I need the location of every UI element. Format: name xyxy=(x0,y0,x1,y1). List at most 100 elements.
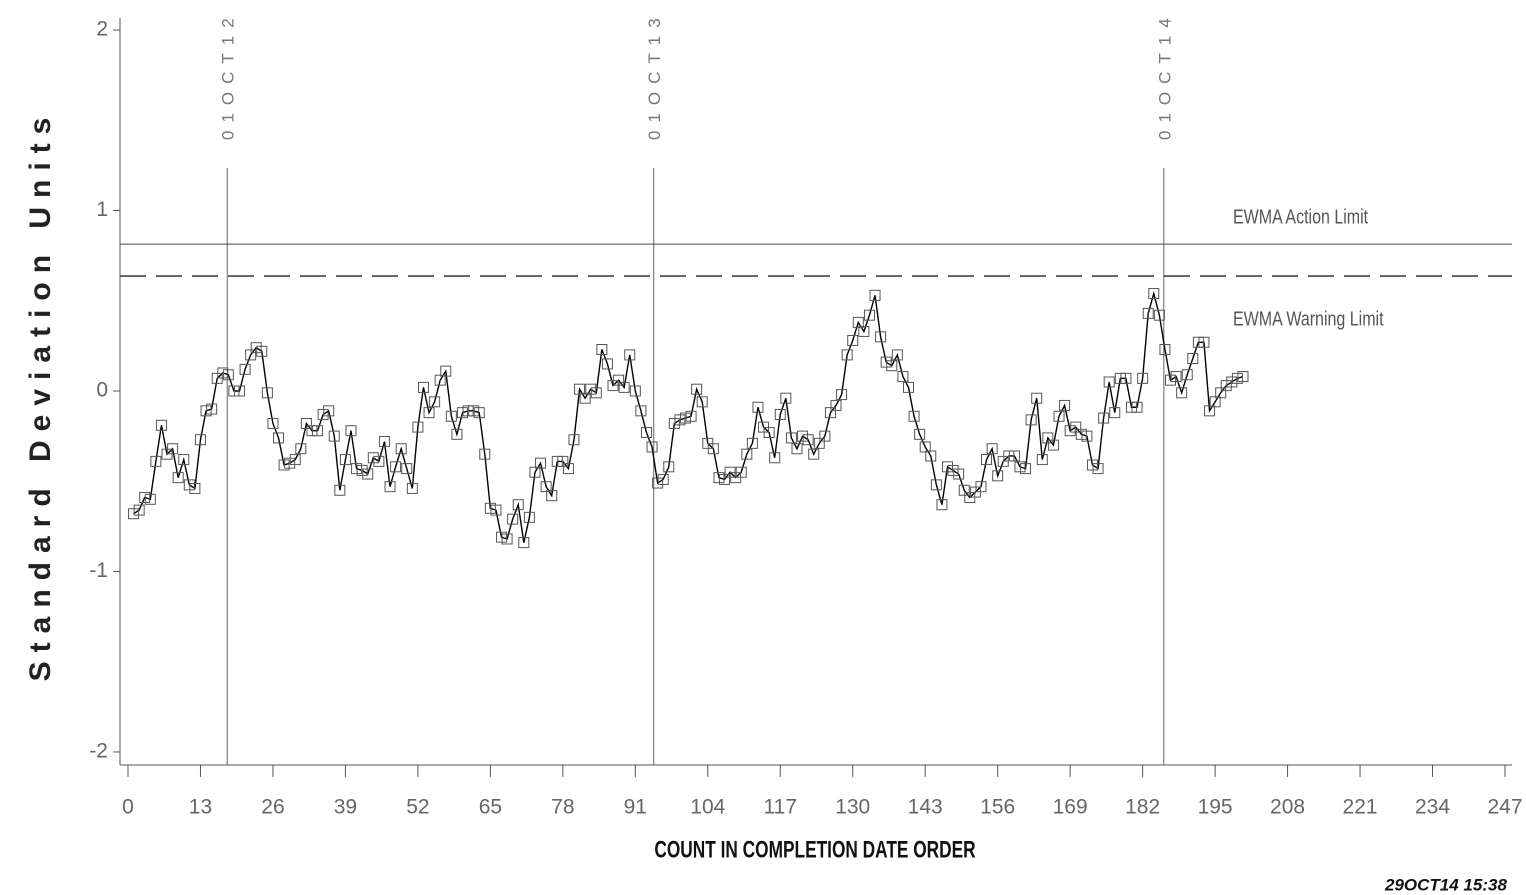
ewma-marker xyxy=(930,479,942,491)
ewma-marker xyxy=(150,455,162,467)
ewma-marker xyxy=(417,381,429,393)
ewma-marker xyxy=(1148,288,1160,300)
ewma-marker xyxy=(1231,372,1243,384)
ewma-marker xyxy=(813,437,825,449)
ewma-marker xyxy=(975,481,987,493)
ewma-marker xyxy=(663,461,675,473)
ewma-marker xyxy=(1209,396,1221,408)
ewma-marker xyxy=(1047,439,1059,451)
x-tick-label: 182 xyxy=(1125,796,1160,819)
ewma-marker xyxy=(1081,430,1093,442)
ewma-marker xyxy=(819,430,831,442)
ewma-marker xyxy=(1170,371,1182,383)
ewma-marker xyxy=(261,387,273,399)
footer-stamp: 29OCT14 15:38 xyxy=(1384,875,1507,894)
ewma-marker xyxy=(535,457,547,469)
ewma-marker xyxy=(858,325,870,337)
ewma-marker xyxy=(875,331,887,343)
ewma-marker xyxy=(317,408,329,420)
ewma-marker xyxy=(1237,371,1249,383)
ewma-marker xyxy=(295,443,307,455)
ewma-marker xyxy=(1220,380,1232,392)
ewma-marker xyxy=(562,463,574,475)
x-tick-label: 117 xyxy=(764,796,797,819)
ewma-marker xyxy=(300,417,312,429)
ewma-line xyxy=(133,290,1244,543)
ewma-marker xyxy=(590,387,602,399)
ewma-marker xyxy=(579,392,591,404)
ewma-marker xyxy=(128,508,140,520)
ewma-marker xyxy=(1103,376,1115,388)
ewma-marker xyxy=(440,365,452,377)
ewma-marker xyxy=(222,369,234,381)
ewma-marker xyxy=(233,385,245,397)
ewma-marker xyxy=(1086,459,1098,471)
ewma-marker xyxy=(897,371,909,383)
ewma-marker xyxy=(618,381,630,393)
ewma-marker xyxy=(763,427,775,439)
ewma-marker xyxy=(245,349,257,361)
x-tick-label: 156 xyxy=(980,796,1015,819)
limit-label: EWMA Warning Limit xyxy=(1233,308,1384,330)
ewma-marker xyxy=(406,482,418,494)
ewma-marker xyxy=(1176,387,1188,399)
ewma-marker xyxy=(808,448,820,460)
ewma-marker xyxy=(942,461,954,473)
ewma-marker xyxy=(1075,428,1087,440)
ewma-marker xyxy=(1181,369,1193,381)
ewma-marker xyxy=(797,430,809,442)
ewma-marker xyxy=(707,443,719,455)
ewma-marker xyxy=(1014,461,1026,473)
ewma-marker xyxy=(574,383,586,395)
ewma-marker xyxy=(473,407,485,419)
ewma-marker xyxy=(445,410,457,422)
ewma-marker xyxy=(518,537,530,549)
ewma-marker xyxy=(1064,425,1076,437)
ewma-marker xyxy=(746,437,758,449)
ewma-marker xyxy=(529,466,541,478)
ewma-marker xyxy=(167,443,179,455)
ewma-marker xyxy=(334,484,346,496)
ewma-marker xyxy=(735,466,747,478)
ewma-marker xyxy=(351,463,363,475)
ewma-marker xyxy=(284,457,296,469)
ewma-marker xyxy=(1042,432,1054,444)
ewma-marker xyxy=(200,405,212,417)
ewma-marker xyxy=(183,479,195,491)
ewma-marker xyxy=(339,454,351,466)
ewma-marker xyxy=(852,316,864,328)
y-tick-label: -1 xyxy=(89,559,108,582)
ewma-marker xyxy=(328,430,340,442)
ewma-marker xyxy=(250,342,262,354)
ewma-marker xyxy=(880,356,892,368)
ewma-marker xyxy=(267,417,279,429)
ewma-marker xyxy=(1159,343,1171,355)
ewma-marker xyxy=(172,472,184,484)
ewma-marker xyxy=(691,383,703,395)
ewma-marker xyxy=(992,470,1004,482)
x-tick-label: 13 xyxy=(189,796,212,819)
x-axis-title: COUNT IN COMPLETION DATE ORDER xyxy=(654,837,975,863)
ewma-marker xyxy=(824,407,836,419)
ewma-marker xyxy=(496,531,508,543)
ewma-marker xyxy=(378,436,390,448)
ewma-marker xyxy=(1187,353,1199,365)
ewma-marker xyxy=(847,334,859,346)
ewma-marker xyxy=(384,481,396,493)
x-tick-label: 26 xyxy=(261,796,284,819)
x-tick-label: 104 xyxy=(690,796,725,819)
ewma-marker xyxy=(1008,450,1020,462)
ewma-marker xyxy=(468,405,480,417)
ewma-marker xyxy=(914,428,926,440)
ewma-marker xyxy=(741,448,753,460)
ewma-marker xyxy=(356,464,368,476)
x-tick-label: 0 xyxy=(122,796,134,819)
ewma-marker xyxy=(490,504,502,516)
ewma-marker xyxy=(774,408,786,420)
ewma-marker xyxy=(546,490,558,502)
ewma-marker xyxy=(869,289,881,301)
ewma-marker xyxy=(863,309,875,321)
ewma-marker xyxy=(256,345,268,357)
ewma-marker xyxy=(596,343,608,355)
